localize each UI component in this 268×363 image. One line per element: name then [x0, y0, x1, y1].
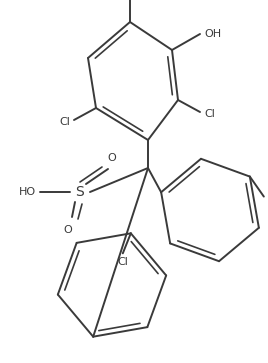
Text: Cl: Cl — [59, 117, 70, 127]
Text: Cl: Cl — [204, 109, 215, 119]
Text: Cl: Cl — [117, 257, 128, 267]
Text: O: O — [64, 225, 72, 235]
Text: HO: HO — [19, 187, 36, 197]
Text: S: S — [76, 185, 84, 199]
Text: O: O — [108, 153, 116, 163]
Text: OH: OH — [204, 29, 221, 39]
